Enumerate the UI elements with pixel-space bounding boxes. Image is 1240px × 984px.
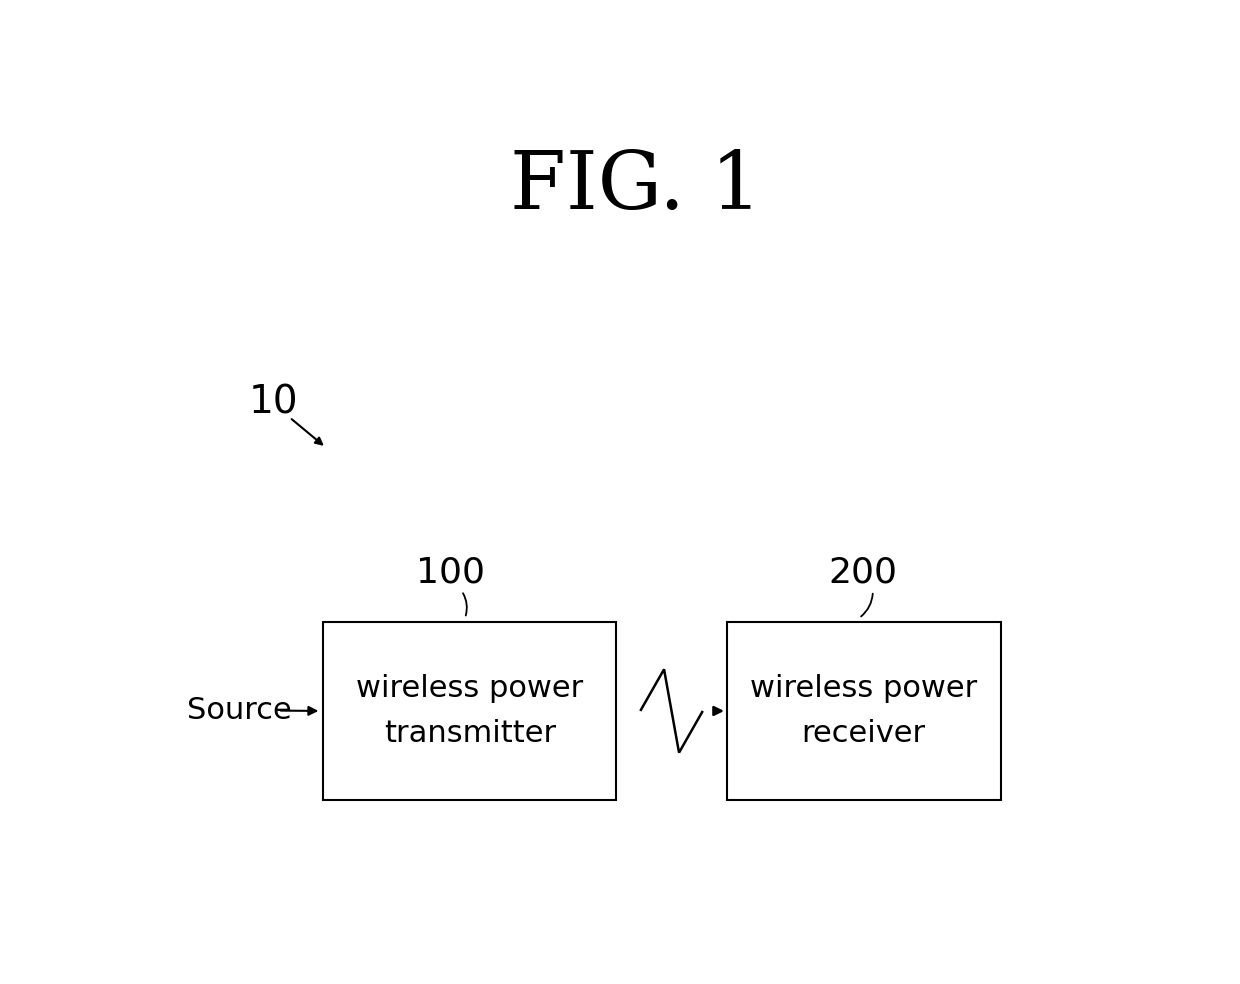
- Text: 10: 10: [249, 383, 299, 421]
- Text: FIG. 1: FIG. 1: [510, 149, 761, 226]
- Text: receiver: receiver: [802, 719, 926, 748]
- Text: Source: Source: [187, 696, 291, 725]
- Bar: [324, 622, 616, 800]
- Text: transmitter: transmitter: [383, 719, 556, 748]
- Bar: [727, 622, 1001, 800]
- Text: 200: 200: [828, 555, 898, 589]
- Text: wireless power: wireless power: [356, 674, 583, 703]
- Text: 100: 100: [415, 555, 485, 589]
- Text: wireless power: wireless power: [750, 674, 977, 703]
